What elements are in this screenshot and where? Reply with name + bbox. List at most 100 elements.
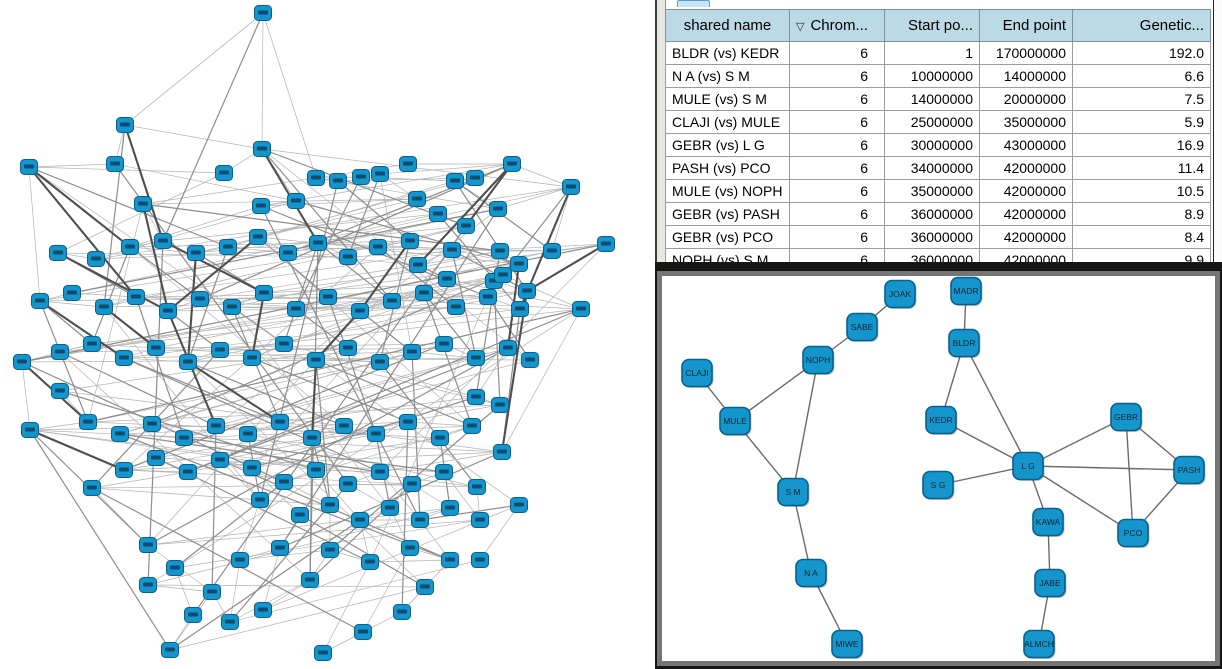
table-row[interactable]: N A (vs) S M 6 10000000 14000000 6.6 bbox=[665, 64, 1211, 88]
overview-node[interactable] bbox=[351, 303, 369, 319]
overview-node[interactable] bbox=[307, 352, 325, 368]
edge-l-g-pco[interactable] bbox=[1027, 465, 1134, 534]
overview-node[interactable] bbox=[339, 340, 357, 356]
overview-node[interactable] bbox=[429, 206, 447, 222]
overview-node[interactable] bbox=[166, 560, 184, 576]
overview-node[interactable] bbox=[287, 193, 305, 209]
overview-node[interactable] bbox=[457, 218, 475, 234]
column-header-chrom[interactable]: ▽ Chrom... bbox=[789, 9, 885, 42]
overview-node[interactable] bbox=[87, 251, 105, 267]
table-row[interactable]: GEBR (vs) PCO 6 36000000 42000000 8.4 bbox=[665, 225, 1211, 249]
overview-node[interactable] bbox=[221, 614, 239, 630]
node-noph[interactable]: NOPH bbox=[802, 345, 835, 376]
overview-node[interactable] bbox=[243, 460, 261, 476]
table-tab[interactable] bbox=[677, 0, 710, 7]
edge-bldr-l-g[interactable] bbox=[963, 342, 1029, 467]
overview-node[interactable] bbox=[409, 257, 427, 273]
overview-node[interactable] bbox=[231, 552, 249, 568]
overview-node[interactable] bbox=[143, 416, 161, 432]
overview-node[interactable] bbox=[127, 289, 145, 305]
node-pash[interactable]: PASH bbox=[1173, 455, 1206, 486]
overview-node[interactable] bbox=[435, 464, 453, 480]
node-gebr[interactable]: GEBR bbox=[1110, 402, 1143, 433]
overview-node[interactable] bbox=[191, 291, 209, 307]
overview-node[interactable] bbox=[207, 418, 225, 434]
overview-node[interactable] bbox=[491, 397, 509, 413]
overview-node[interactable] bbox=[463, 418, 481, 434]
node-s-m[interactable]: S M bbox=[777, 477, 810, 508]
overview-node[interactable] bbox=[443, 242, 461, 258]
overview-node[interactable] bbox=[352, 169, 370, 185]
node-kawa[interactable]: KAWA bbox=[1032, 507, 1065, 538]
node-claji[interactable]: CLAJI bbox=[681, 358, 714, 389]
overview-network-canvas[interactable] bbox=[0, 0, 655, 669]
node-n-a[interactable]: N A bbox=[795, 558, 828, 589]
overview-node[interactable] bbox=[479, 289, 497, 305]
overview-node[interactable] bbox=[20, 159, 38, 175]
overview-node[interactable] bbox=[339, 249, 357, 265]
overview-node[interactable] bbox=[369, 239, 387, 255]
node-jabe[interactable]: JABE bbox=[1034, 568, 1067, 599]
overview-node[interactable] bbox=[175, 430, 193, 446]
overview-node[interactable] bbox=[255, 285, 273, 301]
edge-noph-s-m[interactable] bbox=[792, 359, 819, 493]
node-kedr[interactable]: KEDR bbox=[925, 405, 958, 436]
overview-node[interactable] bbox=[309, 235, 327, 251]
table-scrollbar[interactable] bbox=[1213, 0, 1222, 262]
overview-node[interactable] bbox=[447, 299, 465, 315]
overview-node[interactable] bbox=[471, 552, 489, 568]
overview-node[interactable] bbox=[597, 236, 615, 252]
overview-node[interactable] bbox=[179, 464, 197, 480]
overview-node[interactable] bbox=[438, 271, 456, 287]
overview-node[interactable] bbox=[510, 497, 528, 513]
overview-node[interactable] bbox=[499, 340, 517, 356]
overview-node[interactable] bbox=[493, 444, 511, 460]
overview-node[interactable] bbox=[403, 476, 421, 492]
overview-node[interactable] bbox=[253, 141, 271, 157]
overview-node[interactable] bbox=[441, 552, 459, 568]
overview-node[interactable] bbox=[467, 350, 485, 366]
overview-node[interactable] bbox=[329, 173, 347, 189]
table-row[interactable]: CLAJI (vs) MULE 6 25000000 35000000 5.9 bbox=[665, 110, 1211, 134]
table-row[interactable]: GEBR (vs) L G 6 30000000 43000000 16.9 bbox=[665, 133, 1211, 157]
overview-node[interactable] bbox=[408, 191, 426, 207]
overview-node[interactable] bbox=[521, 352, 539, 368]
overview-node[interactable] bbox=[51, 344, 69, 360]
overview-node[interactable] bbox=[471, 512, 489, 528]
overview-node[interactable] bbox=[491, 243, 509, 259]
overview-node[interactable] bbox=[184, 607, 202, 623]
overview-node[interactable] bbox=[279, 245, 297, 261]
overview-node[interactable] bbox=[139, 577, 157, 593]
node-joak[interactable]: JOAK bbox=[884, 279, 917, 310]
overview-node[interactable] bbox=[518, 283, 536, 299]
overview-node[interactable] bbox=[371, 166, 389, 182]
overview-node[interactable] bbox=[154, 233, 172, 249]
overview-node[interactable] bbox=[147, 340, 165, 356]
table-row[interactable]: BLDR (vs) KEDR 6 1 170000000 192.0 bbox=[665, 41, 1211, 65]
overview-node[interactable] bbox=[83, 480, 101, 496]
overview-node[interactable] bbox=[215, 165, 233, 181]
overview-node[interactable] bbox=[335, 418, 353, 434]
overview-node[interactable] bbox=[383, 293, 401, 309]
overview-node[interactable] bbox=[95, 299, 113, 315]
overview-node[interactable] bbox=[399, 156, 417, 172]
node-miwe[interactable]: MIWE bbox=[831, 629, 864, 660]
column-header-end-point[interactable]: End point bbox=[979, 9, 1073, 42]
overview-node[interactable] bbox=[401, 540, 419, 556]
overview-node[interactable] bbox=[139, 537, 157, 553]
edge-gebr-pco[interactable] bbox=[1125, 416, 1134, 534]
overview-node[interactable] bbox=[111, 426, 129, 442]
overview-node[interactable] bbox=[211, 452, 229, 468]
overview-node[interactable] bbox=[187, 245, 205, 261]
overview-node[interactable] bbox=[466, 170, 484, 186]
overview-node[interactable] bbox=[51, 383, 69, 399]
edge-l-g-gebr[interactable] bbox=[1027, 416, 1127, 467]
overview-node[interactable] bbox=[361, 554, 379, 570]
node-pco[interactable]: PCO bbox=[1117, 518, 1150, 549]
node-l-g[interactable]: L G bbox=[1012, 451, 1045, 482]
overview-node[interactable] bbox=[115, 462, 133, 478]
overview-node[interactable] bbox=[371, 354, 389, 370]
overview-node[interactable] bbox=[314, 645, 332, 661]
overview-node[interactable] bbox=[401, 233, 419, 249]
overview-node[interactable] bbox=[121, 239, 139, 255]
